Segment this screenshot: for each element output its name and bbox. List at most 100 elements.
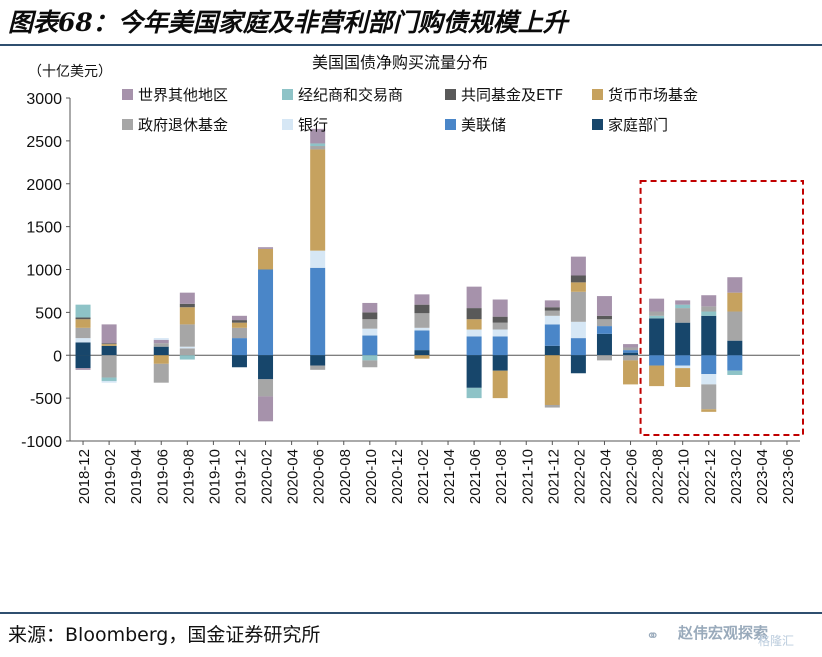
bar-segment <box>675 355 691 366</box>
bar-segment <box>649 365 665 387</box>
y-tick-label: 2500 <box>26 134 62 151</box>
bar-segment <box>362 312 378 320</box>
legend-swatch <box>122 89 133 100</box>
bar-segment <box>727 340 743 356</box>
bar-segment <box>649 318 665 356</box>
bar-segment <box>570 256 586 276</box>
bar-segment <box>570 282 586 292</box>
bar-segment <box>75 327 91 339</box>
y-tick-labels: -1000 -500 0 500 1000 1500 2000 2500 3000 <box>21 91 70 451</box>
highlight-box <box>639 180 804 436</box>
bar-segment <box>179 346 195 349</box>
stacked-bar-chart: 美国国债净购买流量分布 （十亿美元） 世界其他地区 经纪商和交易商 共同基金及ETF… <box>21 53 804 504</box>
bar-segment <box>153 343 169 347</box>
x-tick-labels: 2018-12 2019-02 2019-04 2019-06 2019-08 2019-… <box>76 441 797 504</box>
bar-segment <box>544 404 560 408</box>
x-tick-label: 2021-04 <box>441 449 458 504</box>
bar-segment <box>701 315 717 356</box>
bar-segment <box>492 336 508 356</box>
bar-segment <box>492 299 508 317</box>
bar-segment <box>544 324 560 346</box>
bar-segment <box>101 324 117 344</box>
bar-segment <box>701 355 717 375</box>
watermark-sub: 格隆汇 <box>758 634 795 648</box>
legend-label: 货币市场基金 <box>608 86 698 104</box>
bar-segment <box>544 355 560 405</box>
bar-segment <box>675 300 691 305</box>
bar-segment <box>231 327 247 339</box>
bar-segment <box>414 313 430 328</box>
bar-segment <box>492 370 508 399</box>
bar-segment <box>153 346 169 356</box>
y-tick-label: -1000 <box>21 434 62 451</box>
bar-segment <box>414 327 430 331</box>
bar-segment <box>466 387 482 399</box>
bar-segment <box>231 355 247 368</box>
bar-segment <box>310 143 326 147</box>
y-axis-label: （十亿美元） <box>28 64 112 80</box>
bar-segment <box>623 344 639 348</box>
legend-swatch <box>592 119 603 130</box>
bar-segment <box>362 319 378 329</box>
bar-segment <box>701 384 717 410</box>
bar-segment <box>258 269 274 356</box>
bar-segment <box>544 300 560 308</box>
wechat-icon: ⚭ <box>646 626 660 645</box>
bar-segment <box>310 250 326 268</box>
bar-segment <box>101 355 117 378</box>
bar-segment <box>362 360 378 368</box>
x-tick-label: 2022-08 <box>650 449 667 504</box>
bar-segment <box>101 380 117 383</box>
legend-label: 世界其他地区 <box>138 86 228 104</box>
legend-swatch <box>282 89 293 100</box>
watermark: ⚭ 赵伟宏观探索 格隆汇 <box>640 618 820 650</box>
y-tick-label: 500 <box>35 305 62 322</box>
bar-segment <box>701 374 717 385</box>
y-tick-label: 1000 <box>26 263 62 280</box>
bar-segment <box>596 355 612 361</box>
bar-segment <box>544 315 560 325</box>
x-tick-label: 2022-02 <box>571 449 588 504</box>
x-tick-label: 2023-02 <box>728 449 745 504</box>
bar-segment <box>570 321 586 339</box>
bar-segment <box>101 345 117 356</box>
bar-segment <box>414 304 430 314</box>
figure-title: 图表68：今年美国家庭及非营利部门购债规模上升 <box>8 8 568 37</box>
bar-segment <box>75 342 91 356</box>
bar-segment <box>179 292 195 304</box>
bar-segment <box>414 350 430 356</box>
bar-segment <box>310 149 326 251</box>
bar-segment <box>414 294 430 305</box>
bar-segment <box>258 379 274 397</box>
x-tick-label: 2021-06 <box>467 449 484 504</box>
bar-segment <box>544 310 560 316</box>
bar-segment <box>231 322 247 328</box>
bar-segment <box>153 355 169 364</box>
bar-segment <box>544 307 560 311</box>
bar-segment <box>231 320 247 323</box>
legend-swatch <box>445 119 456 130</box>
bar-segment <box>362 355 378 361</box>
x-tick-label: 2019-04 <box>128 449 145 504</box>
bar-segment <box>649 315 665 319</box>
x-tick-label: 2020-08 <box>337 449 354 504</box>
y-tick-label: -500 <box>30 391 62 408</box>
y-tick-label: 2000 <box>26 177 62 194</box>
bar-segment <box>179 355 195 360</box>
bottom-rule <box>0 612 822 614</box>
x-tick-label: 2019-02 <box>102 449 119 504</box>
axes <box>69 98 800 442</box>
bar-segment <box>675 308 691 323</box>
x-tick-label: 2020-04 <box>285 449 302 504</box>
bar-segment <box>466 355 482 388</box>
y-tick-label: 0 <box>53 348 62 365</box>
bar-segment <box>362 335 378 356</box>
top-rule <box>0 44 822 46</box>
bar-segment <box>623 347 639 351</box>
bar-segment <box>649 298 665 312</box>
bar-segment <box>101 343 117 345</box>
x-tick-label: 2021-10 <box>519 449 536 504</box>
bar-segment <box>544 345 560 356</box>
bar-segment <box>179 324 195 347</box>
